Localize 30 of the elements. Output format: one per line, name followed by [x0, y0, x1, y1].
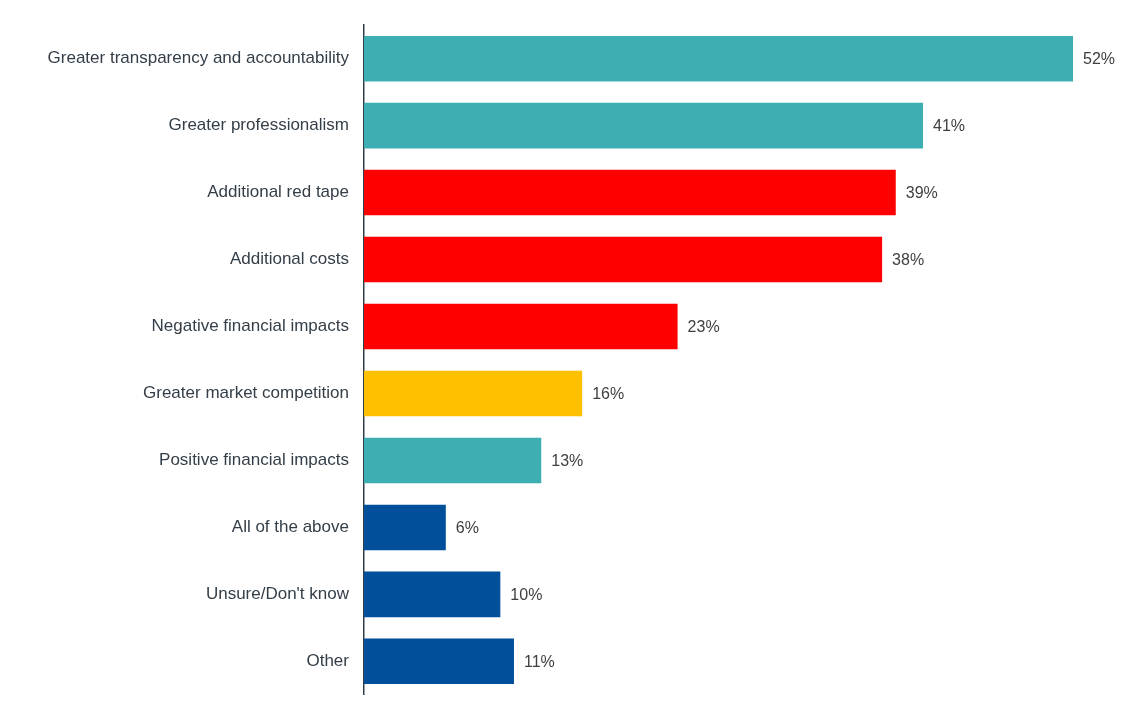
y-tick-label: Positive financial impacts [159, 450, 349, 470]
y-tick-label: Additional costs [229, 249, 349, 269]
bar [364, 638, 514, 685]
data-label: 23% [687, 317, 720, 335]
y-tick-label: Greater transparency and accountability [47, 48, 350, 68]
bar [364, 504, 446, 551]
data-label: 10% [510, 585, 543, 603]
data-label: 38% [892, 250, 925, 268]
y-tick-label: Additional red tape [207, 182, 349, 202]
y-tick-label: Greater market competition [143, 383, 349, 403]
data-label: 16% [592, 384, 625, 402]
data-label: 52% [1083, 50, 1116, 68]
data-label: 13% [551, 451, 584, 469]
y-tick-label: Greater professionalism [168, 115, 349, 135]
y-tick-label: Other [306, 651, 350, 671]
y-tick-label: Unsure/Don't know [205, 584, 350, 604]
y-tick-label: Negative financial impacts [151, 316, 349, 336]
bar [364, 169, 896, 216]
data-label: 41% [933, 117, 966, 135]
bar [364, 303, 678, 350]
bar [364, 35, 1073, 82]
data-label: 39% [905, 184, 938, 202]
bar [364, 571, 501, 618]
bar [364, 236, 883, 283]
bar [364, 437, 542, 484]
y-tick-label: All of the above [231, 517, 349, 537]
bar [364, 102, 924, 149]
data-label: 11% [523, 652, 555, 670]
data-label: 6% [455, 518, 479, 536]
bar [364, 370, 583, 417]
